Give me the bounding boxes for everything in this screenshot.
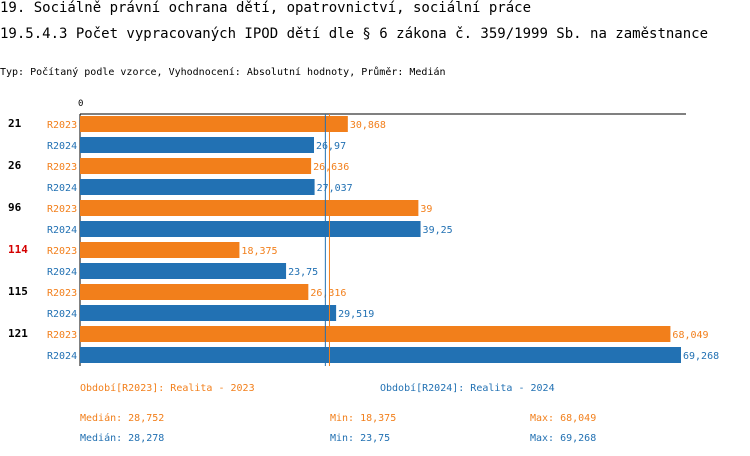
series-label: R2024 <box>47 309 77 320</box>
series-label: R2023 <box>47 246 77 257</box>
bar-r2023 <box>80 200 419 216</box>
bar-value-label: 18,375 <box>241 246 277 257</box>
bar-value-label: 39,25 <box>423 225 453 236</box>
stat-min-r2024: Min: 23,75 <box>330 433 391 444</box>
bar-r2024 <box>80 179 315 195</box>
category-label: 121 <box>8 327 28 340</box>
stat-max-r2024: Max: 69,268 <box>530 433 597 444</box>
bar-r2023 <box>80 116 348 132</box>
page-title: 19. Sociálně právní ochrana dětí, opatro… <box>0 0 532 16</box>
bar-value-label: 69,268 <box>683 351 719 362</box>
bar-value-label: 29,519 <box>338 309 374 320</box>
bar-chart: 0 21 R2023 30,868 R2024 26,97 26 R2023 26,636 R20… <box>8 99 719 366</box>
series-label: R2023 <box>47 120 77 131</box>
bar-r2023 <box>80 284 309 300</box>
bar-r2024 <box>80 347 681 363</box>
bar-value-label: 30,868 <box>350 120 386 131</box>
bar-value-label: 23,75 <box>288 267 318 278</box>
series-label: R2023 <box>47 204 77 215</box>
series-label: R2024 <box>47 225 77 236</box>
series-label: R2024 <box>47 183 77 194</box>
chart-title: 19.5.4.3 Počet vypracovaných IPOD dětí d… <box>0 26 709 42</box>
bar-value-label: 26,636 <box>313 162 349 173</box>
series-label: R2024 <box>47 351 77 362</box>
legend-r2024: Období[R2024]: Realita - 2024 <box>380 383 555 394</box>
stat-min-r2023: Min: 18,375 <box>330 413 397 424</box>
bar-r2023 <box>80 158 312 174</box>
bar-value-label: 26,97 <box>316 141 346 152</box>
stat-median-r2023: Medián: 28,752 <box>80 413 165 424</box>
bar-r2024 <box>80 263 287 279</box>
series-label: R2023 <box>47 330 77 341</box>
bar-r2023 <box>80 242 240 258</box>
category-label: 114 <box>8 243 28 256</box>
stat-median-r2024: Medián: 28,278 <box>80 433 165 444</box>
x-axis-zero-label: 0 <box>78 99 83 109</box>
series-label: R2023 <box>47 162 77 173</box>
series-label: R2024 <box>47 141 77 152</box>
bar-value-label: 39 <box>420 204 432 215</box>
stat-max-r2023: Max: 68,049 <box>530 413 597 424</box>
bar-value-label: 26,316 <box>310 288 346 299</box>
legend-r2023: Období[R2023]: Realita - 2023 <box>80 383 255 394</box>
category-label: 96 <box>8 201 22 214</box>
bar-r2023 <box>80 326 671 342</box>
bar-value-label: 27,037 <box>317 183 353 194</box>
bar-r2024 <box>80 305 337 321</box>
category-label: 115 <box>8 285 28 298</box>
series-label: R2024 <box>47 267 77 278</box>
bar-r2024 <box>80 221 421 237</box>
chart-type-line: Typ: Počítaný podle vzorce, Vyhodnocení:… <box>0 67 446 78</box>
bar-r2024 <box>80 137 315 153</box>
category-label: 21 <box>8 117 22 130</box>
category-label: 26 <box>8 159 22 172</box>
series-label: R2023 <box>47 288 77 299</box>
bar-value-label: 68,049 <box>672 330 708 341</box>
